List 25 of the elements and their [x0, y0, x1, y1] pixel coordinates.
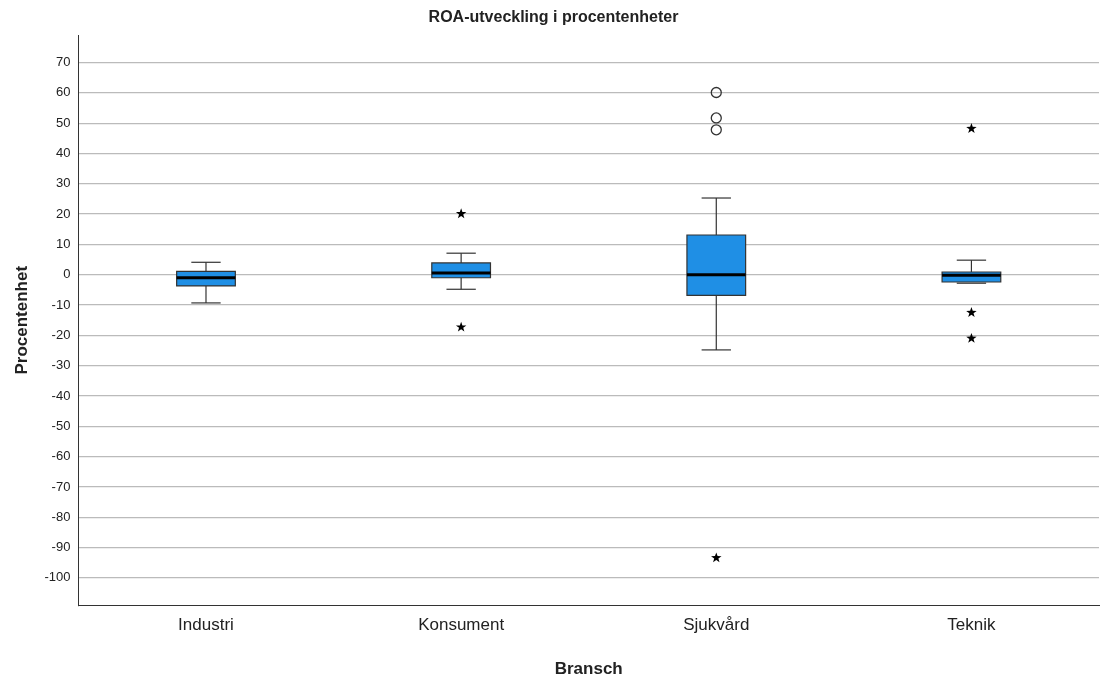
y-tick-label: -90	[51, 539, 71, 555]
y-tick-label: -70	[51, 478, 71, 494]
y-tick-label: -60	[51, 448, 71, 464]
chart-title: ROA-utveckling i procentenheter	[428, 8, 679, 26]
y-tick-label: -100	[44, 569, 71, 585]
y-tick-label: -80	[51, 508, 71, 524]
y-tick-label: 70	[55, 54, 71, 70]
x-tick-label: Teknik	[947, 615, 997, 635]
x-axis-title: Bransch	[554, 659, 623, 679]
y-tick-label: 60	[55, 84, 71, 100]
y-tick-label: -20	[51, 326, 71, 342]
x-tick-label: Sjukvård	[683, 615, 750, 635]
y-tick-label: -10	[51, 296, 71, 312]
y-tick-label: -50	[51, 417, 71, 433]
x-tick-label: Konsument	[418, 615, 505, 635]
y-tick-label: 30	[55, 175, 71, 191]
y-tick-label: 0	[63, 266, 71, 282]
y-tick-label: 10	[55, 235, 71, 251]
y-tick-label: -40	[51, 387, 71, 403]
y-axis-title: Procentenhet	[11, 265, 31, 375]
y-tick-label: -30	[51, 357, 71, 373]
y-tick-label: 50	[55, 114, 71, 130]
y-tick-label: 40	[55, 145, 71, 161]
x-tick-label: Industri	[178, 615, 234, 635]
y-tick-label: 20	[55, 205, 71, 221]
